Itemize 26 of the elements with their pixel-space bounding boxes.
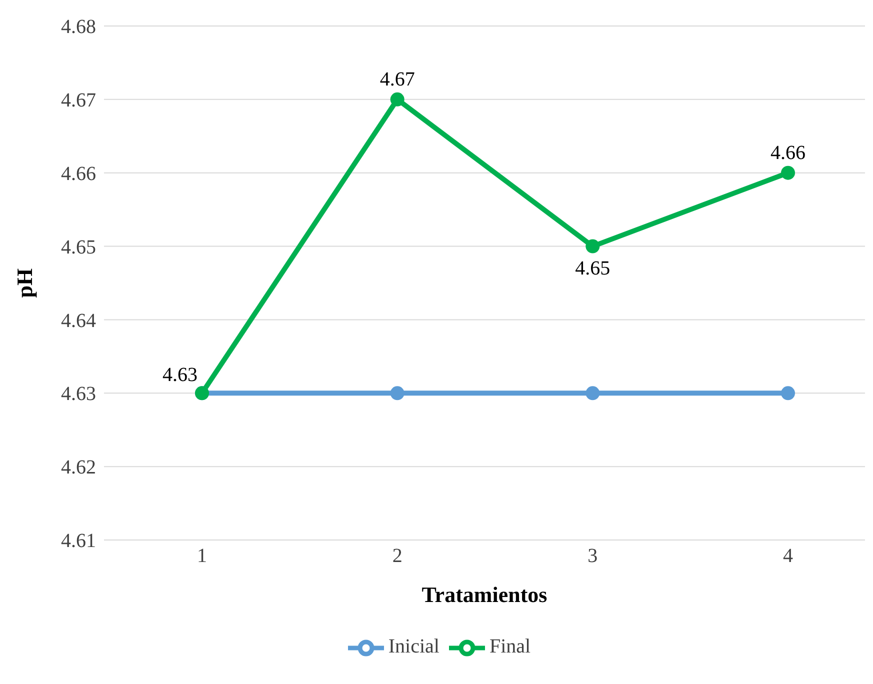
y-tick-label: 4.61 bbox=[61, 530, 96, 552]
y-tick-label: 4.62 bbox=[61, 456, 96, 479]
x-tick-label: 4 bbox=[783, 545, 793, 568]
x-axis-title: Tratamientos bbox=[422, 582, 548, 607]
y-tick-label: 4.64 bbox=[61, 310, 96, 332]
y-tick-label: 4.66 bbox=[61, 162, 96, 185]
y-tick-label: 4.67 bbox=[61, 90, 96, 112]
y-axis-title: pH bbox=[12, 268, 37, 298]
data-label: 4.66 bbox=[770, 142, 806, 164]
point bbox=[390, 92, 404, 106]
y-tick-label: 4.65 bbox=[61, 236, 96, 258]
data-label: 4.67 bbox=[380, 68, 415, 90]
legend-label: Inicial bbox=[388, 636, 440, 658]
point bbox=[781, 386, 795, 400]
data-label: 4.65 bbox=[575, 257, 610, 280]
point bbox=[390, 386, 404, 400]
point bbox=[586, 386, 600, 400]
point bbox=[781, 166, 795, 180]
x-tick-label: 2 bbox=[392, 545, 402, 568]
legend-label: Final bbox=[489, 636, 531, 658]
point bbox=[586, 239, 600, 254]
data-label: 4.63 bbox=[162, 364, 198, 386]
y-tick-label: 4.63 bbox=[61, 383, 96, 406]
y-tick-label: 4.68 bbox=[61, 16, 96, 38]
x-tick-label: 1 bbox=[197, 545, 207, 568]
x-tick-label: 3 bbox=[588, 545, 598, 568]
